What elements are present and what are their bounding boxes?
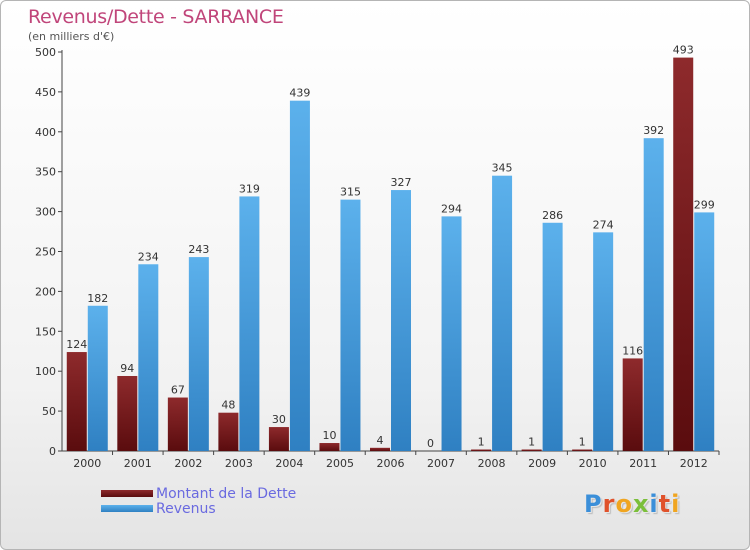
x-tick-label: 2008 <box>478 457 506 470</box>
bar-revenus <box>542 222 563 451</box>
y-tick-label: 450 <box>35 86 56 99</box>
y-tick-label: 100 <box>35 365 56 378</box>
data-label-revenus: 294 <box>441 202 462 215</box>
legend-swatch-revenus <box>101 505 153 512</box>
x-tick-label: 2005 <box>326 457 354 470</box>
bar-revenus <box>188 257 209 451</box>
proxiti-logo: Proxiti <box>584 490 681 518</box>
y-tick-label: 400 <box>35 126 56 139</box>
x-tick-label: 2006 <box>377 457 405 470</box>
data-label-dette: 124 <box>66 338 87 351</box>
bar-revenus <box>138 264 159 451</box>
data-label-revenus: 286 <box>542 209 563 222</box>
data-label-dette: 0 <box>427 437 434 450</box>
bar-dette <box>117 375 138 451</box>
bar-dette <box>622 358 643 451</box>
data-label-revenus: 439 <box>289 87 310 100</box>
y-tick-label: 300 <box>35 206 56 219</box>
bar-revenus <box>694 212 715 451</box>
bar-dette <box>167 397 188 451</box>
data-label-dette: 1 <box>528 436 535 449</box>
bar-dette <box>66 352 87 451</box>
chart-title: Revenus/Dette - SARRANCE <box>28 6 284 28</box>
bar-dette <box>471 449 492 451</box>
x-tick-label: 2011 <box>629 457 657 470</box>
bar-revenus <box>87 305 108 451</box>
bar-dette <box>572 449 593 451</box>
legend-swatch-dette <box>101 490 153 497</box>
data-label-revenus: 182 <box>87 292 108 305</box>
x-tick-label: 2000 <box>73 457 101 470</box>
y-tick-label: 0 <box>49 445 56 458</box>
data-label-revenus: 327 <box>391 176 412 189</box>
data-label-dette: 10 <box>322 429 336 442</box>
data-label-dette: 4 <box>377 434 384 447</box>
data-label-dette: 1 <box>478 436 485 449</box>
bar-revenus <box>289 100 310 451</box>
x-tick-label: 2004 <box>275 457 303 470</box>
x-tick-label: 2002 <box>174 457 202 470</box>
data-label-revenus: 243 <box>188 243 209 256</box>
data-label-revenus: 274 <box>593 218 614 231</box>
bar-revenus <box>391 190 411 451</box>
bar-dette <box>218 412 239 451</box>
x-tick-label: 2010 <box>579 457 607 470</box>
y-tick-label: 50 <box>42 405 56 418</box>
bar-revenus <box>643 138 664 451</box>
bar-dette <box>673 57 694 451</box>
y-tick-label: 150 <box>35 325 56 338</box>
x-tick-label: 2012 <box>680 457 708 470</box>
legend-label-dette: Montant de la Dette <box>156 486 297 502</box>
bar-revenus <box>593 232 614 451</box>
bar-dette <box>268 427 289 451</box>
data-label-revenus: 319 <box>239 182 260 195</box>
bar-revenus <box>441 216 462 451</box>
bar-revenus <box>340 199 361 451</box>
bar-dette <box>319 443 340 451</box>
data-label-revenus: 234 <box>138 250 159 263</box>
y-tick-label: 250 <box>35 246 56 259</box>
legend-label-revenus: Revenus <box>156 501 216 517</box>
y-tick-label: 500 <box>35 46 56 59</box>
x-tick-label: 2009 <box>528 457 556 470</box>
data-label-revenus: 392 <box>643 124 664 137</box>
data-label-dette: 493 <box>673 44 694 57</box>
data-label-dette: 116 <box>622 344 643 357</box>
y-tick-label: 200 <box>35 285 56 298</box>
data-label-revenus: 345 <box>492 162 513 175</box>
x-tick-label: 2007 <box>427 457 455 470</box>
x-tick-label: 2001 <box>124 457 152 470</box>
bar-revenus <box>239 196 260 451</box>
bar-dette <box>521 449 542 451</box>
data-label-revenus: 299 <box>694 198 715 211</box>
data-label-dette: 94 <box>120 362 134 375</box>
data-label-dette: 67 <box>171 384 185 397</box>
y-tick-label: 350 <box>35 166 56 179</box>
chart-subtitle: (en milliers d'€) <box>28 30 115 43</box>
data-label-dette: 48 <box>221 399 235 412</box>
bar-revenus <box>492 175 513 451</box>
data-label-dette: 30 <box>272 413 286 426</box>
bar-dette <box>370 447 390 451</box>
data-label-dette: 1 <box>579 436 586 449</box>
x-tick-label: 2003 <box>225 457 253 470</box>
data-label-revenus: 315 <box>340 186 361 199</box>
